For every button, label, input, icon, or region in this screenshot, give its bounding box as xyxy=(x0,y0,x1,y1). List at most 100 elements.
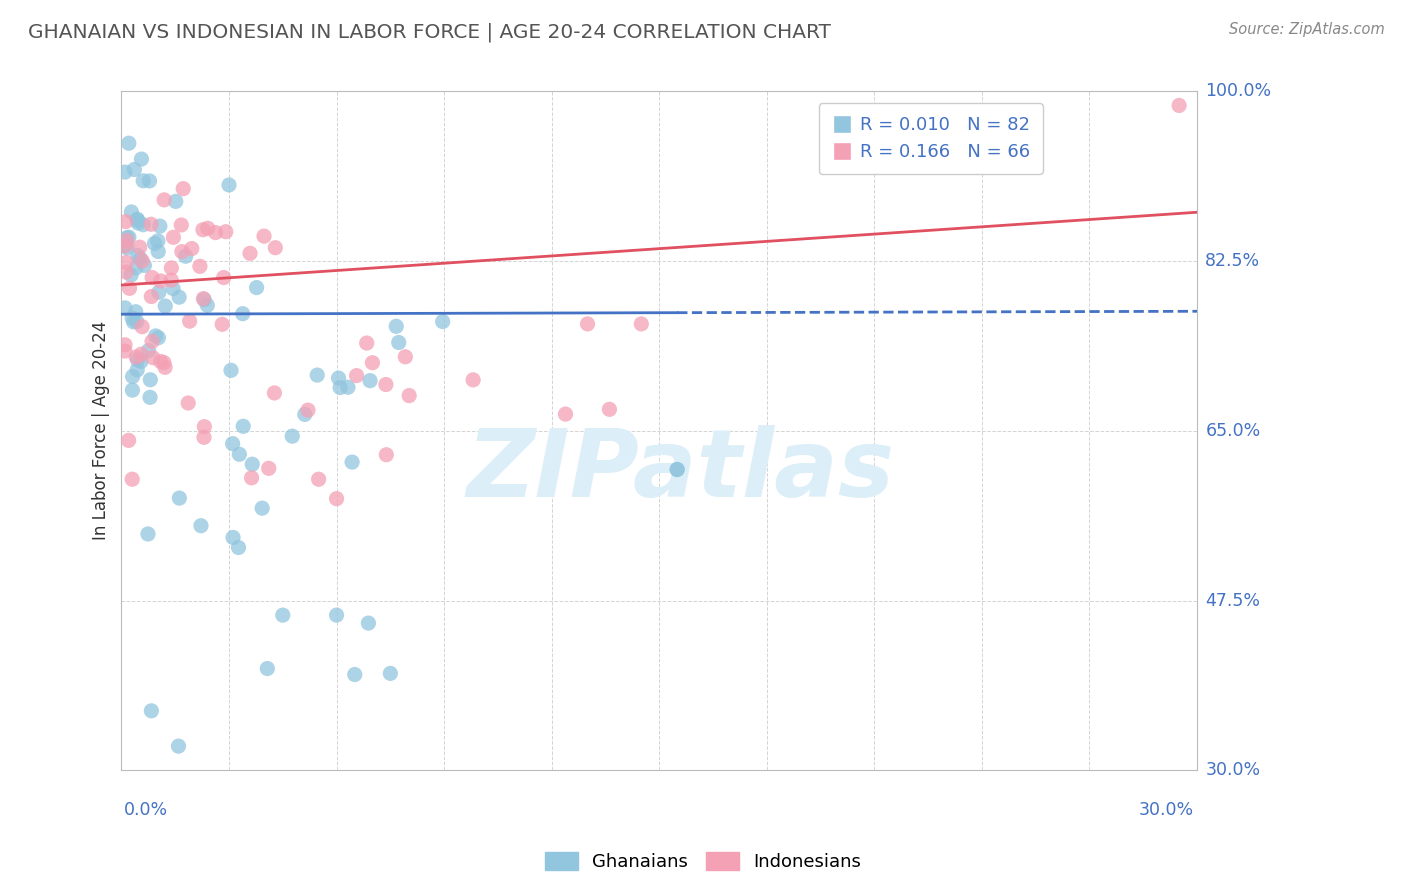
Point xyxy=(375,448,398,462)
Point xyxy=(120,268,142,282)
Text: 100.0%: 100.0% xyxy=(1205,82,1271,100)
Point xyxy=(325,608,347,623)
Point xyxy=(240,457,263,471)
Point xyxy=(155,299,177,313)
Point xyxy=(246,280,269,294)
Point xyxy=(193,430,215,444)
Point xyxy=(131,319,153,334)
Point xyxy=(240,471,263,485)
Point xyxy=(117,434,139,448)
Point xyxy=(121,383,143,397)
Point xyxy=(253,229,276,244)
Point xyxy=(149,219,172,233)
Text: 0.0%: 0.0% xyxy=(124,801,169,819)
Point xyxy=(394,350,416,364)
Point xyxy=(177,396,200,410)
Point xyxy=(257,461,280,475)
Point xyxy=(167,739,190,753)
Point xyxy=(380,666,402,681)
Point xyxy=(115,241,138,255)
Point xyxy=(134,259,156,273)
Point xyxy=(129,354,152,368)
Point xyxy=(160,260,183,275)
Point xyxy=(294,408,316,422)
Point xyxy=(129,252,152,266)
Point xyxy=(118,136,141,151)
Point xyxy=(346,368,368,383)
Point xyxy=(125,304,148,318)
Point xyxy=(169,491,191,505)
Point xyxy=(131,152,153,166)
Point xyxy=(195,298,218,312)
Point xyxy=(149,274,172,288)
Text: GHANAIAN VS INDONESIAN IN LABOR FORCE | AGE 20-24 CORRELATION CHART: GHANAIAN VS INDONESIAN IN LABOR FORCE | … xyxy=(28,22,831,42)
Point xyxy=(115,234,138,248)
Point xyxy=(170,218,193,232)
Point xyxy=(127,212,149,227)
Point xyxy=(297,403,319,417)
Point xyxy=(191,223,214,237)
Text: ZIPatlas: ZIPatlas xyxy=(467,425,894,517)
Legend: Ghanaians, Indonesians: Ghanaians, Indonesians xyxy=(538,845,868,879)
Point xyxy=(153,356,176,370)
Point xyxy=(124,162,146,177)
Point xyxy=(114,301,136,315)
Point xyxy=(193,292,215,306)
Text: 30.0%: 30.0% xyxy=(1139,801,1194,819)
Text: 47.5%: 47.5% xyxy=(1205,591,1260,609)
Point xyxy=(263,386,285,401)
Point xyxy=(218,178,240,192)
Text: 65.0%: 65.0% xyxy=(1205,422,1261,440)
Point xyxy=(374,377,396,392)
Point xyxy=(115,265,138,279)
Point xyxy=(121,311,143,326)
Point xyxy=(138,343,160,358)
Point xyxy=(666,462,689,476)
Point xyxy=(357,616,380,631)
Point xyxy=(131,254,153,268)
Point xyxy=(336,380,359,394)
Point xyxy=(343,667,366,681)
Point xyxy=(114,239,136,253)
Point xyxy=(136,527,159,541)
Point xyxy=(172,182,194,196)
Point xyxy=(271,608,294,623)
Point xyxy=(127,363,149,377)
Point xyxy=(250,501,273,516)
Point xyxy=(121,472,143,486)
Point xyxy=(128,240,150,254)
Point xyxy=(145,329,167,343)
Point xyxy=(576,317,599,331)
Point xyxy=(148,331,170,345)
Point xyxy=(1168,98,1191,112)
Point xyxy=(174,249,197,263)
Point xyxy=(328,371,350,385)
Point xyxy=(180,242,202,256)
Point xyxy=(122,315,145,329)
Point xyxy=(215,225,238,239)
Point xyxy=(115,231,138,245)
Text: 30.0%: 30.0% xyxy=(1205,762,1261,780)
Point xyxy=(359,374,381,388)
Point xyxy=(121,369,143,384)
Point xyxy=(666,462,689,476)
Point xyxy=(281,429,304,443)
Point xyxy=(221,436,243,450)
Point xyxy=(554,407,576,421)
Point xyxy=(188,260,211,274)
Point xyxy=(193,293,215,307)
Point xyxy=(308,472,330,486)
Point xyxy=(141,270,163,285)
Point xyxy=(139,390,162,404)
Point xyxy=(149,354,172,368)
Point xyxy=(228,447,250,461)
Point xyxy=(162,230,184,244)
Point xyxy=(329,381,352,395)
Point xyxy=(125,315,148,329)
Point xyxy=(125,350,148,364)
Point xyxy=(432,314,454,328)
Point xyxy=(143,236,166,251)
Point xyxy=(190,518,212,533)
Point xyxy=(325,491,347,506)
Point xyxy=(197,221,219,235)
